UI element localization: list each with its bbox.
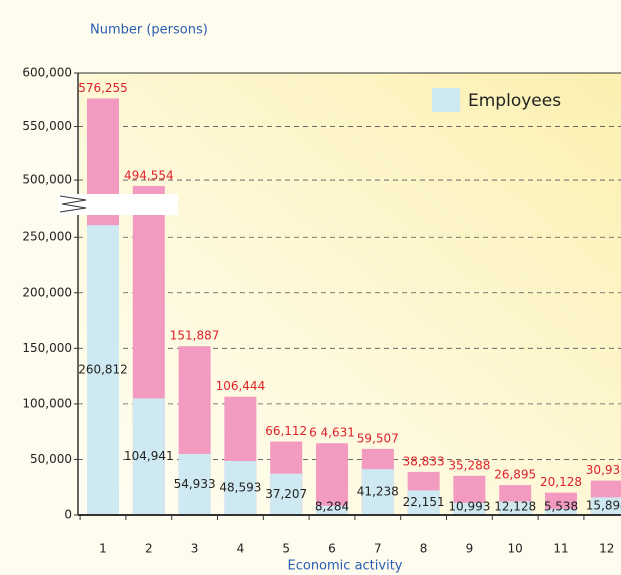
y-tick-label: 550,000 xyxy=(22,119,72,133)
x-axis-label: Economic activity xyxy=(288,559,403,574)
employees-label: 48,593 xyxy=(219,481,261,495)
employees-bar xyxy=(224,461,257,515)
total-label: 106,444 xyxy=(216,379,266,393)
employees-bar xyxy=(316,505,348,515)
employees-label: 22,151 xyxy=(403,495,445,509)
employees-label: 260,812 xyxy=(78,363,128,377)
y-tick-label: 100,000 xyxy=(22,396,72,410)
legend-swatch xyxy=(432,88,460,112)
employees-bar xyxy=(132,398,165,515)
employees-label: 104,941 xyxy=(124,449,174,463)
employees-label: 41,238 xyxy=(357,485,399,499)
x-tick-label: 5 xyxy=(282,542,290,556)
y-tick-label: 0 xyxy=(64,508,72,522)
y-tick-label: 200,000 xyxy=(22,285,72,299)
x-tick-label: 9 xyxy=(466,542,474,556)
employees-bar xyxy=(453,502,486,515)
total-label: 494,554 xyxy=(124,168,174,182)
total-label: 35,288 xyxy=(448,458,490,472)
employees-label: 54,933 xyxy=(174,477,216,491)
employees-label: 15,894 xyxy=(586,499,621,513)
total-label: 66,112 xyxy=(265,424,307,438)
x-tick-label: 11 xyxy=(553,542,568,556)
y-axis-label: Number (persons) xyxy=(90,23,208,38)
x-tick-label: 7 xyxy=(374,542,382,556)
y-tick-label: 500,000 xyxy=(22,173,72,187)
x-tick-label: 3 xyxy=(191,542,199,556)
total-label: 151,887 xyxy=(170,329,220,343)
x-tick-label: 2 xyxy=(145,542,153,556)
employees-bar xyxy=(407,490,440,515)
x-tick-label: 1 xyxy=(99,542,107,556)
total-label: 30,934 xyxy=(586,463,621,477)
employees-bar xyxy=(270,473,303,515)
employees-bar xyxy=(361,469,394,515)
plot-area xyxy=(78,73,621,515)
y-tick-label: 600,000 xyxy=(22,66,72,80)
total-label: 576,255 xyxy=(78,81,128,95)
employees-label: 37,207 xyxy=(265,487,307,501)
employees-bar xyxy=(545,508,577,515)
legend-label: Employees xyxy=(468,91,561,111)
total-label: 20,128 xyxy=(540,475,582,489)
x-tick-label: 8 xyxy=(420,542,428,556)
employees-label: 5,538 xyxy=(544,500,578,514)
employees-bar xyxy=(499,501,532,515)
x-tick-label: 6 xyxy=(328,542,336,556)
axis-break-mark xyxy=(59,195,87,213)
y-tick-label: 250,000 xyxy=(22,230,72,244)
total-label: 6 4,631 xyxy=(309,426,355,440)
total-label: 59,507 xyxy=(357,431,399,445)
y-tick-label: 50,000 xyxy=(30,452,72,466)
x-tick-label: 4 xyxy=(237,542,245,556)
employees-bar xyxy=(87,225,119,515)
employees-label: 8,284 xyxy=(315,500,349,514)
total-label: 26,895 xyxy=(494,468,536,482)
employees-label: 12,128 xyxy=(494,500,536,514)
total-bar xyxy=(316,443,348,515)
x-tick-label: 12 xyxy=(599,542,614,556)
x-tick-label: 10 xyxy=(508,542,523,556)
total-label: 38,833 xyxy=(403,454,445,468)
employees-bar xyxy=(178,453,211,515)
employees-bar xyxy=(590,497,621,515)
y-tick-label: 150,000 xyxy=(22,341,72,355)
employees-label: 10,993 xyxy=(448,500,490,514)
axis-break xyxy=(58,194,178,215)
